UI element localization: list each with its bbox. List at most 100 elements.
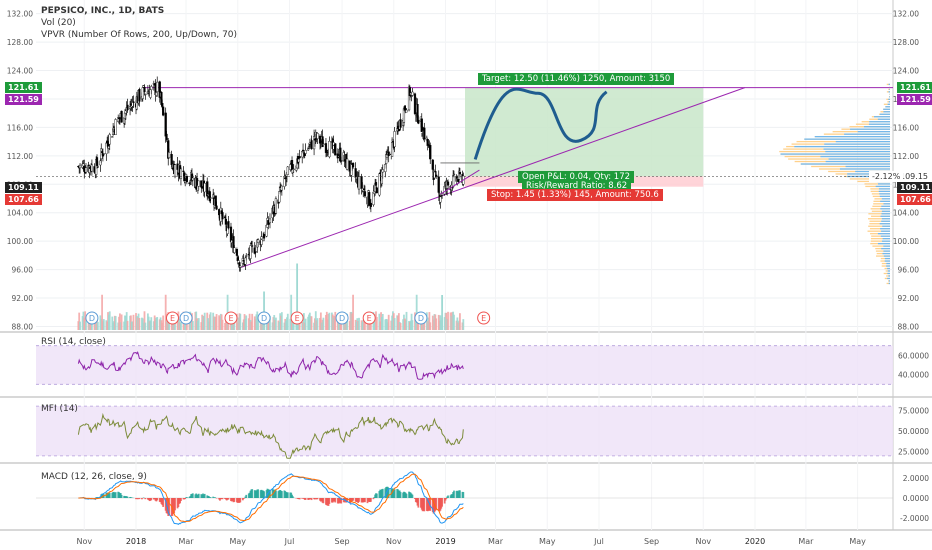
candle-body <box>420 118 423 132</box>
macd-histogram-bar <box>346 498 349 502</box>
volume-bar <box>85 321 87 330</box>
vpvr-bar-up <box>823 148 890 150</box>
earnings-marker <box>224 311 238 325</box>
candle-body <box>324 143 328 153</box>
vpvr-bar-down <box>886 275 890 277</box>
macd-histogram-bar <box>381 488 384 498</box>
macd-histogram-bar <box>185 497 188 498</box>
vpvr-bar-up <box>887 103 890 105</box>
candle-body <box>297 158 300 163</box>
macd-histogram-bar <box>130 497 132 498</box>
candle-body <box>374 182 378 186</box>
x-tick-label: Sep <box>644 537 659 546</box>
candle-body <box>405 109 408 113</box>
candle-body <box>96 166 99 168</box>
macd-histogram-bar <box>304 498 307 500</box>
candle-body <box>120 110 123 123</box>
volume-spike <box>263 291 265 330</box>
vpvr-bar-down <box>886 98 890 100</box>
candle-body <box>375 187 378 194</box>
right-label-resistance: 121.59 <box>897 94 932 105</box>
volume-bar <box>118 313 121 330</box>
vpvr-bar-down <box>875 250 890 252</box>
vpvr-bar-up <box>881 210 890 212</box>
macd-histogram-bar <box>393 489 396 498</box>
vpvr-bar-down <box>871 210 890 212</box>
volume-bar <box>101 294 103 330</box>
vpvr-bar-up <box>888 83 890 86</box>
volume-bar <box>150 317 153 330</box>
vpvr-indicator-label: VPVR (Number Of Rows, 200, Up/Down, 70) <box>41 30 238 40</box>
macd-histogram-bar <box>429 498 432 511</box>
price-tick-left: 124.00 <box>7 67 33 76</box>
vpvr-bar-down <box>869 228 890 230</box>
candle-body <box>301 151 304 158</box>
vpvr-bar-down <box>872 205 890 207</box>
volume-bar <box>417 320 420 330</box>
macd-histogram-bar <box>135 498 137 500</box>
volume-bar <box>227 318 230 330</box>
macd-histogram-bar <box>269 489 271 498</box>
macd-histogram-bar <box>138 498 141 500</box>
vpvr-bar-up <box>794 145 890 148</box>
volume-bar <box>138 318 141 330</box>
price-tick-left: 116.00 <box>7 123 33 132</box>
volume-bar <box>352 294 354 330</box>
macd-histogram-bar <box>435 498 438 510</box>
volume-bar <box>221 319 224 330</box>
vpvr-bar-up <box>882 225 890 227</box>
candle-body <box>439 196 442 203</box>
macd-histogram-bar <box>174 498 176 511</box>
macd-histogram-bar <box>369 498 372 502</box>
volume-bar <box>358 317 360 330</box>
vpvr-bar-up <box>880 200 890 202</box>
candle-body <box>408 87 411 97</box>
price-tick-right: 132.00 <box>893 10 919 19</box>
macd-histogram-bar <box>445 498 448 499</box>
target-zone <box>465 87 704 177</box>
vpvr-bar-up <box>888 280 890 282</box>
volume-bar <box>96 321 99 330</box>
mfi-tick: 25.0000 <box>898 448 929 457</box>
candle-body <box>132 101 135 104</box>
vpvr-bar-up <box>844 133 890 135</box>
vpvr-bar-up <box>887 277 890 280</box>
vpvr-bar-up <box>881 230 890 232</box>
vpvr-bar-down <box>886 91 890 93</box>
candle-body <box>235 249 239 256</box>
vpvr-bar-up <box>828 158 890 160</box>
volume-bar <box>447 311 449 330</box>
candle-body <box>111 136 114 138</box>
x-tick-label: Nov <box>76 537 92 546</box>
macd-histogram-bar <box>310 498 313 501</box>
macd-histogram-bar <box>314 498 316 500</box>
vpvr-bar-down <box>887 101 890 103</box>
vol-indicator-label: Vol (20) <box>41 18 76 28</box>
vpvr-bar-up <box>881 247 890 250</box>
vpvr-bar-down <box>868 218 890 220</box>
macd-tick: -2.0000 <box>900 514 929 523</box>
vpvr-bar-up <box>868 123 890 125</box>
vpvr-bar-down <box>864 183 890 185</box>
volume-bar <box>399 322 402 330</box>
volume-bar <box>290 294 293 330</box>
vpvr-bar-up <box>879 223 890 225</box>
volume-bar <box>143 311 146 330</box>
x-tick-label: 2020 <box>745 537 765 546</box>
macd-tick: 0.0000 <box>903 494 929 503</box>
macd-histogram-bar <box>364 498 366 503</box>
vpvr-bar-up <box>883 111 890 113</box>
volume-bar <box>280 312 283 330</box>
vpvr-bar-up <box>888 98 890 100</box>
candle-body <box>363 191 367 197</box>
mfi-tick: 75.0000 <box>898 406 929 415</box>
marker-letter: E <box>228 314 233 323</box>
macd-histogram-bar <box>316 498 319 500</box>
marker-letter: D <box>261 314 267 323</box>
rsi-band <box>36 345 893 385</box>
price-tick-right: 116.00 <box>893 123 919 132</box>
macd-histogram-bar <box>168 498 170 516</box>
macd-histogram-bar <box>417 498 420 508</box>
x-tick-label: Jul <box>284 537 295 546</box>
